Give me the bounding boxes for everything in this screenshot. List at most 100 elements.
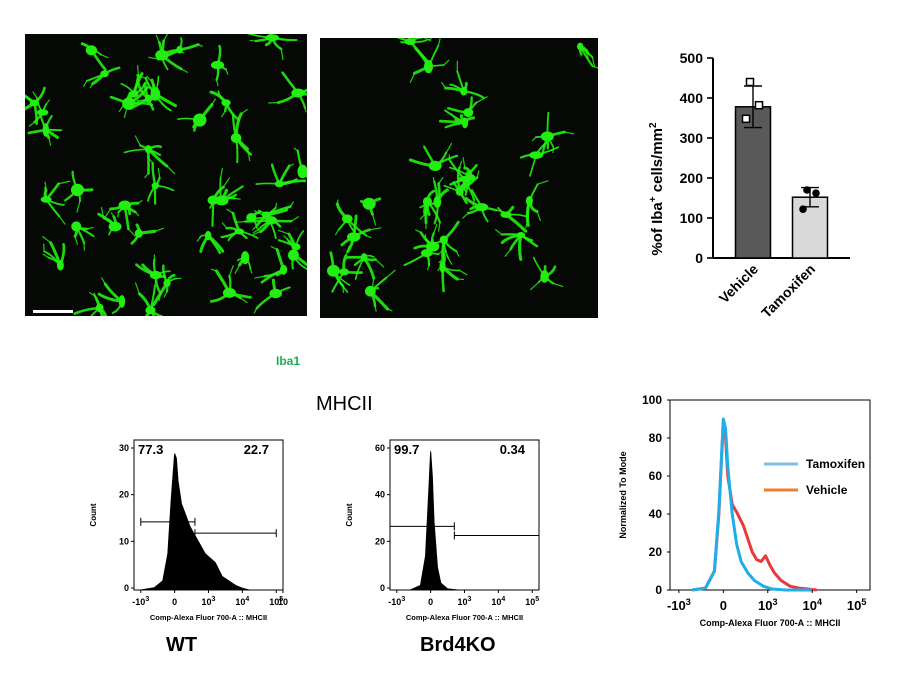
microglia-cell (447, 96, 488, 117)
scale-bar (33, 310, 73, 313)
microglia-cell (118, 65, 146, 119)
y-tick-label: 20 (649, 545, 663, 559)
microglia-cell (123, 135, 176, 179)
microglia-cell (497, 205, 528, 233)
y-tick-label: 40 (375, 490, 385, 500)
y-axis-label: Count (345, 503, 354, 526)
microglia-cell (525, 180, 549, 229)
x-tick-label: -103 (132, 596, 149, 607)
microglia-cell (82, 66, 121, 89)
bar-chart-ylabel: %of Iba+ cells/mm2 (648, 122, 666, 256)
microglia-cell (576, 42, 598, 69)
microglia-cell (149, 264, 182, 311)
x-tick-label: 0 (428, 597, 433, 607)
microglia-cell (287, 249, 307, 270)
data-point (741, 114, 751, 124)
y-tick-label: 20 (375, 536, 385, 546)
data-point (754, 100, 764, 110)
microglia-cell (27, 113, 63, 146)
ylabel-part-3: cells/mm (649, 128, 666, 196)
microglia-cell (130, 223, 164, 245)
microglia-cell (209, 90, 240, 122)
y-tick-label: 20 (119, 490, 129, 500)
y-axis-label: Count (89, 503, 98, 526)
x-tick-label: 104 (491, 596, 505, 607)
microglia-cell (409, 38, 450, 83)
microglia-cell (196, 230, 225, 255)
y-tick-label: 0 (124, 583, 129, 593)
microglia-cell (519, 142, 560, 177)
x-tick-label: 105 (847, 597, 866, 613)
microglia-cell (234, 251, 253, 274)
data-point (745, 77, 755, 87)
x-tick-label: 104 (235, 596, 249, 607)
microglia-cell (419, 189, 442, 232)
microglia-cell (530, 256, 564, 291)
stain-label: Iba1 (276, 354, 301, 368)
microglia-cell (364, 269, 396, 312)
microglia-cell (439, 250, 468, 293)
microglia-cell (97, 206, 122, 236)
ylabel-part-4: 2 (648, 122, 659, 128)
microglia-cell (207, 177, 230, 227)
x-tick-label: 0 (720, 598, 727, 613)
microglia-cell (413, 223, 440, 252)
x-tick-label: 103 (758, 597, 777, 613)
plot-frame (669, 399, 871, 591)
microglia-cell (340, 214, 382, 253)
microglia-cell (462, 189, 509, 223)
microglia-cell (495, 229, 539, 261)
microglia-cell (220, 208, 259, 242)
y-tick-label: 40 (649, 507, 663, 521)
x-tick-label: 10 (278, 597, 288, 607)
microglia-cell (209, 265, 252, 304)
microglia-cell (71, 221, 95, 251)
microglia-cell (247, 34, 298, 61)
bar-chart: %of Iba+ cells/mm2 0 100 200 300 400 500 Vehic… (648, 50, 850, 321)
microglia-cell (40, 180, 71, 225)
microglia-cell (531, 111, 574, 160)
y-tick-label: 0 (695, 250, 703, 266)
micrograph-vehicle (25, 34, 307, 316)
microglia-cell (448, 154, 478, 209)
x-category-label: Tamoxifen (758, 261, 818, 321)
x-tick-label: 104 (802, 597, 821, 613)
gate-left-percent: 77.3 (138, 442, 163, 457)
y-tick-label: 80 (649, 431, 663, 445)
microglia-cell (25, 86, 46, 125)
y-tick-label: 30 (119, 443, 129, 453)
microglia-cell (441, 60, 485, 99)
y-tick-label: 100 (642, 393, 662, 407)
x-category-label: Vehicle (716, 261, 762, 307)
microglia-cell (408, 142, 459, 172)
y-tick-label: 60 (649, 469, 663, 483)
series-line (692, 417, 813, 592)
y-tick-label: 300 (680, 130, 704, 146)
y-tick-label: 500 (680, 50, 704, 66)
y-tick-label: 10 (119, 536, 129, 546)
x-axis-label: Comp-Alexa Fluor 700-A :: MHCII (406, 613, 523, 622)
x-tick-label: 105 (525, 596, 539, 607)
micrograph-tamoxifen (320, 38, 598, 318)
gate-right-percent: 0.34 (500, 442, 526, 457)
histogram-brd4ko-label: Brd4KO (420, 634, 496, 656)
bar (734, 106, 772, 259)
microglia-cell (73, 292, 108, 316)
data-point (812, 189, 820, 197)
microglia-cell (135, 74, 177, 112)
x-tick-label: 103 (458, 596, 472, 607)
x-tick-label: 0 (172, 597, 177, 607)
microglia-cell (427, 176, 449, 225)
microglia-cell (403, 238, 444, 271)
microglia-cell (42, 236, 66, 271)
ylabel-part-2: + (648, 196, 659, 202)
microglia-cell (246, 210, 268, 229)
y-axis-label: Normalized To Mode (618, 451, 628, 538)
data-point (799, 205, 807, 213)
y-tick-label: 60 (375, 443, 385, 453)
microglia-cell (438, 109, 476, 129)
micrograph-tamoxifen-image (327, 38, 598, 312)
plot-frame (389, 439, 540, 591)
microglia-cell (210, 44, 229, 87)
